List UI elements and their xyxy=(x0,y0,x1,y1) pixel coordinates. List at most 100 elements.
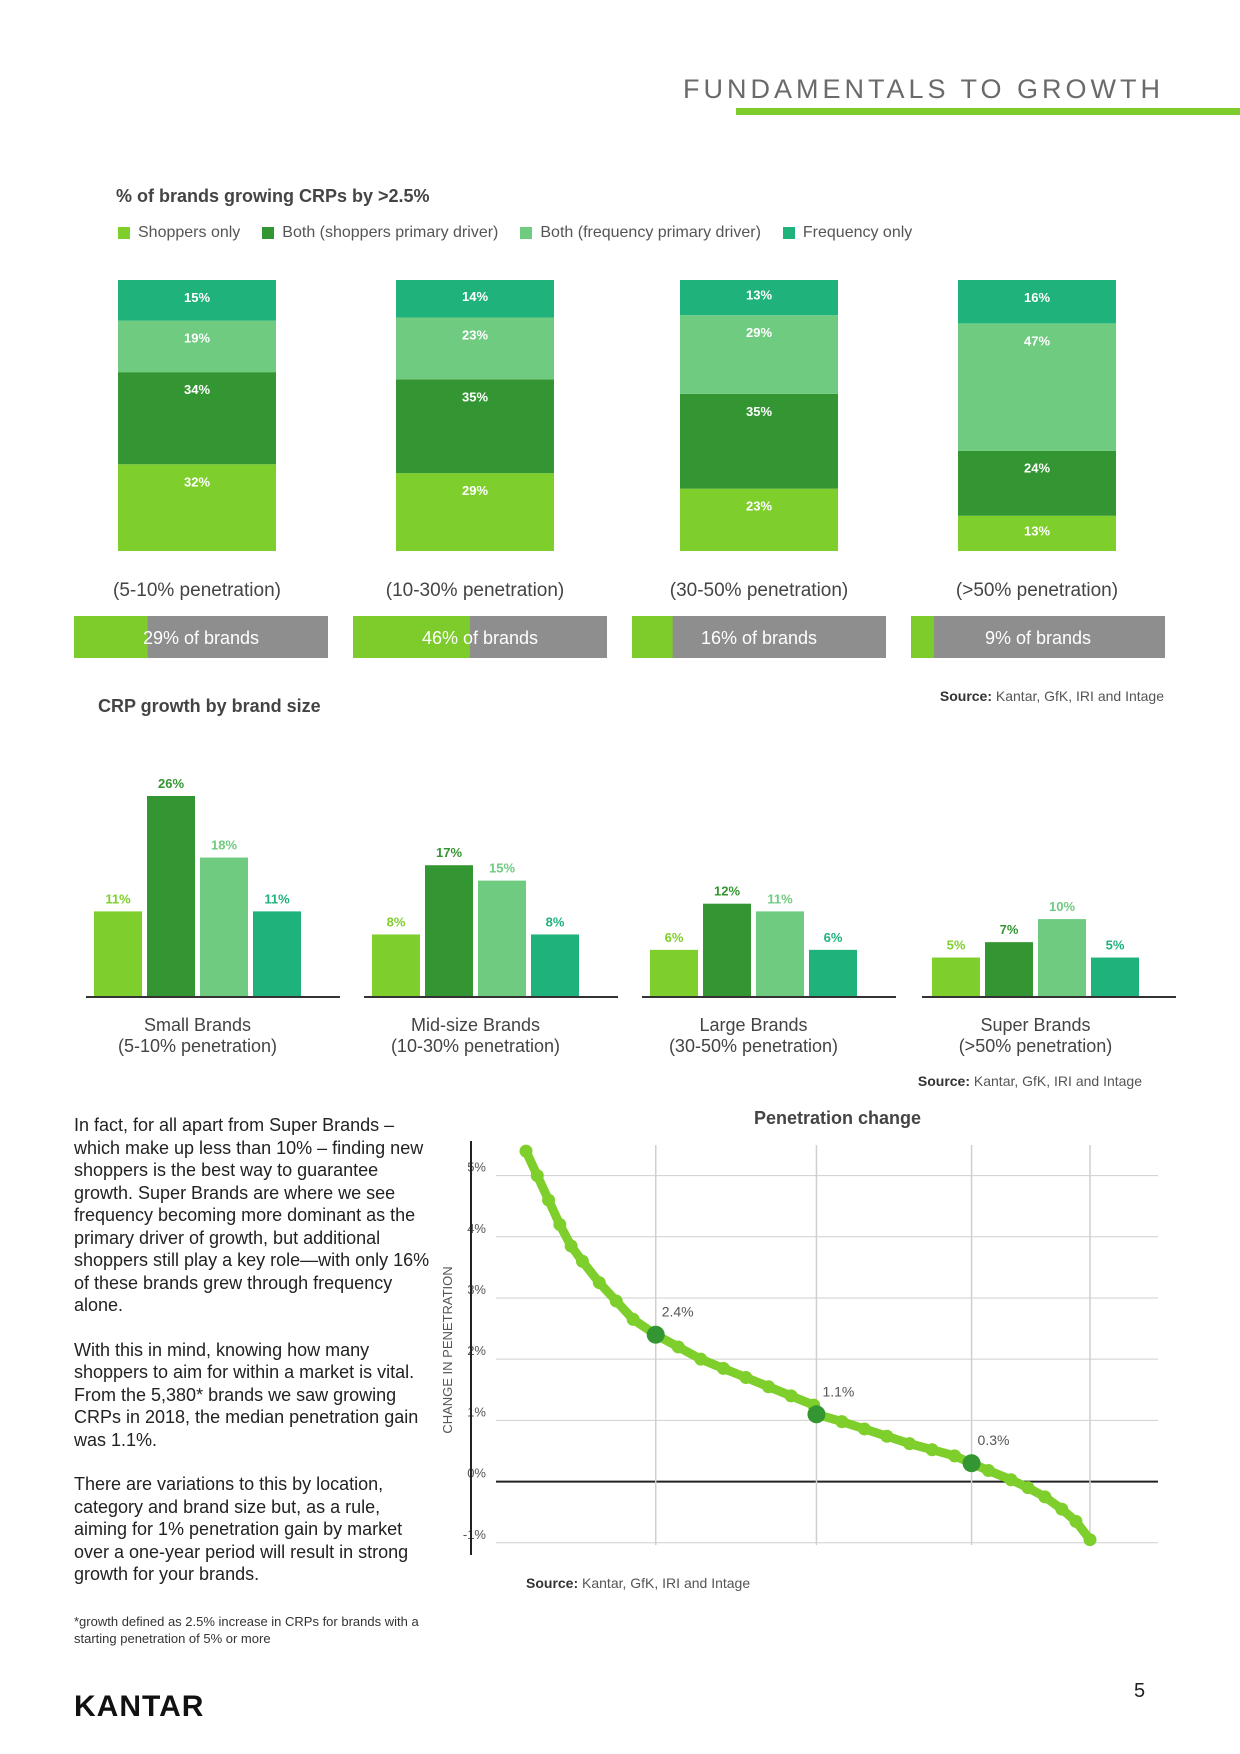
legend-swatch xyxy=(118,227,130,239)
segment-label: 32% xyxy=(184,474,210,489)
segment-label: 23% xyxy=(462,328,488,343)
category-label: Mid-size Brands xyxy=(411,1015,540,1035)
bar-value-label: 15% xyxy=(489,861,515,876)
bar-value-label: 11% xyxy=(264,891,290,906)
data-point xyxy=(1021,1481,1035,1495)
chart1-title: % of brands growing CRPs by >2.5% xyxy=(116,186,430,206)
segment-label: 13% xyxy=(746,288,772,303)
bar xyxy=(94,911,142,996)
share-bar-track xyxy=(632,616,886,658)
highlight-point xyxy=(962,1454,981,1473)
bar xyxy=(1091,957,1139,996)
share-bar-fill xyxy=(74,616,148,658)
share-bar-label: 16% of brands xyxy=(701,628,817,648)
data-point xyxy=(903,1437,917,1451)
legend-swatch xyxy=(262,227,275,239)
bar xyxy=(372,934,420,996)
legend-item-both-frequency: Both (frequency primary driver) xyxy=(520,224,761,242)
segment-label: 47% xyxy=(1024,333,1050,348)
category-sublabel: (30-50% penetration) xyxy=(669,1036,838,1056)
y-tick-label: 2% xyxy=(467,1343,486,1358)
y-tick-label: 1% xyxy=(467,1404,486,1419)
bar-value-label: 7% xyxy=(1000,922,1019,937)
data-point xyxy=(592,1276,606,1290)
legend-item-frequency-only: Frequency only xyxy=(782,224,912,242)
bar xyxy=(756,911,804,996)
data-point xyxy=(762,1380,776,1394)
legend-label: Both (frequency primary driver) xyxy=(540,224,761,241)
stacked-bar-segment xyxy=(958,515,1116,551)
stacked-bar-segment xyxy=(396,317,554,380)
stacked-bar-segment xyxy=(118,280,276,321)
source-label: Source: xyxy=(939,688,992,704)
data-point xyxy=(835,1415,849,1429)
share-bar-track xyxy=(911,616,1165,658)
body-paragraph-1: In fact, for all apart from Super Brands… xyxy=(74,1115,430,1315)
segment-label: 19% xyxy=(184,331,210,346)
segment-label: 24% xyxy=(1024,461,1050,476)
bar-value-label: 18% xyxy=(211,838,237,853)
category-label: Small Brands xyxy=(144,1015,251,1035)
grouped-bar-chart: 11% 26% 18% 11% Small Brands(5-10% penetrati… xyxy=(86,776,1176,1056)
highlight-point xyxy=(807,1405,826,1424)
data-point xyxy=(1083,1533,1097,1547)
stacked-bar-segment xyxy=(958,323,1116,451)
bar-value-label: 5% xyxy=(1106,938,1125,953)
category-label: Super Brands xyxy=(980,1015,1090,1035)
data-point xyxy=(609,1294,623,1308)
source-text: Kantar, GfK, IRI and Intage xyxy=(995,688,1164,704)
data-point xyxy=(784,1389,798,1403)
data-point xyxy=(542,1193,556,1207)
header-rule xyxy=(736,108,1240,115)
stacked-bar-segment xyxy=(118,464,276,551)
highlight-label: 0.3% xyxy=(978,1432,1010,1448)
stacked-bar-segment xyxy=(118,372,276,465)
chart3-source: Source: Kantar, GfK, IRI and Intage xyxy=(526,1575,750,1591)
bar xyxy=(425,865,473,996)
bar xyxy=(531,934,579,996)
legend-swatch xyxy=(782,227,795,239)
segment-label: 23% xyxy=(746,499,772,514)
bar xyxy=(650,949,698,996)
bar-value-label: 8% xyxy=(387,914,406,929)
data-point xyxy=(553,1218,567,1232)
data-point xyxy=(981,1464,995,1478)
stacked-bar-segment xyxy=(396,280,554,318)
data-point xyxy=(880,1429,894,1443)
source-label: Source: xyxy=(917,1073,970,1089)
y-tick-label: 3% xyxy=(467,1282,486,1297)
bar xyxy=(703,903,751,996)
legend-swatch xyxy=(520,227,533,239)
data-point xyxy=(857,1422,871,1436)
stacked-bar-segment xyxy=(396,379,554,474)
kantar-logo: KANTAR xyxy=(74,1690,205,1723)
page-number: 5 xyxy=(1134,1680,1146,1702)
stacked-bar-chart: 32% 34% 19% 15% (5-10% penetration) 29% of br… xyxy=(74,280,1165,658)
chart1-legend: Shoppers only Both (shoppers primary dri… xyxy=(118,224,912,242)
category-label: Large Brands xyxy=(699,1015,807,1035)
legend-item-both-shoppers: Both (shoppers primary driver) xyxy=(262,224,498,242)
data-point xyxy=(671,1340,685,1354)
bar-value-label: 8% xyxy=(546,914,565,929)
y-axis-label: CHANGE IN PENETRATION xyxy=(440,1266,455,1433)
data-point xyxy=(716,1361,730,1375)
bar-value-label: 12% xyxy=(714,884,740,899)
data-point xyxy=(739,1371,753,1385)
chart3-title: Penetration change xyxy=(754,1108,922,1128)
segment-label: 16% xyxy=(1024,290,1050,305)
category-label: (5-10% penetration) xyxy=(113,580,281,601)
data-point xyxy=(564,1239,578,1253)
source-label: Source: xyxy=(526,1575,579,1591)
segment-label: 34% xyxy=(184,382,210,397)
segment-label: 13% xyxy=(1024,523,1050,538)
chart2-source: Source: Kantar, GfK, IRI and Intage xyxy=(918,1073,1142,1089)
share-bar-fill xyxy=(353,616,470,658)
share-bar-label: 46% of brands xyxy=(422,628,538,648)
body-text: In fact, for all apart from Super Brands… xyxy=(74,1114,434,1608)
stacked-bar-segment xyxy=(680,393,838,489)
data-point xyxy=(925,1443,939,1457)
bar xyxy=(147,796,195,996)
bar-value-label: 17% xyxy=(436,845,462,860)
y-tick-label: 4% xyxy=(467,1221,486,1236)
category-sublabel: (10-30% penetration) xyxy=(391,1036,560,1056)
